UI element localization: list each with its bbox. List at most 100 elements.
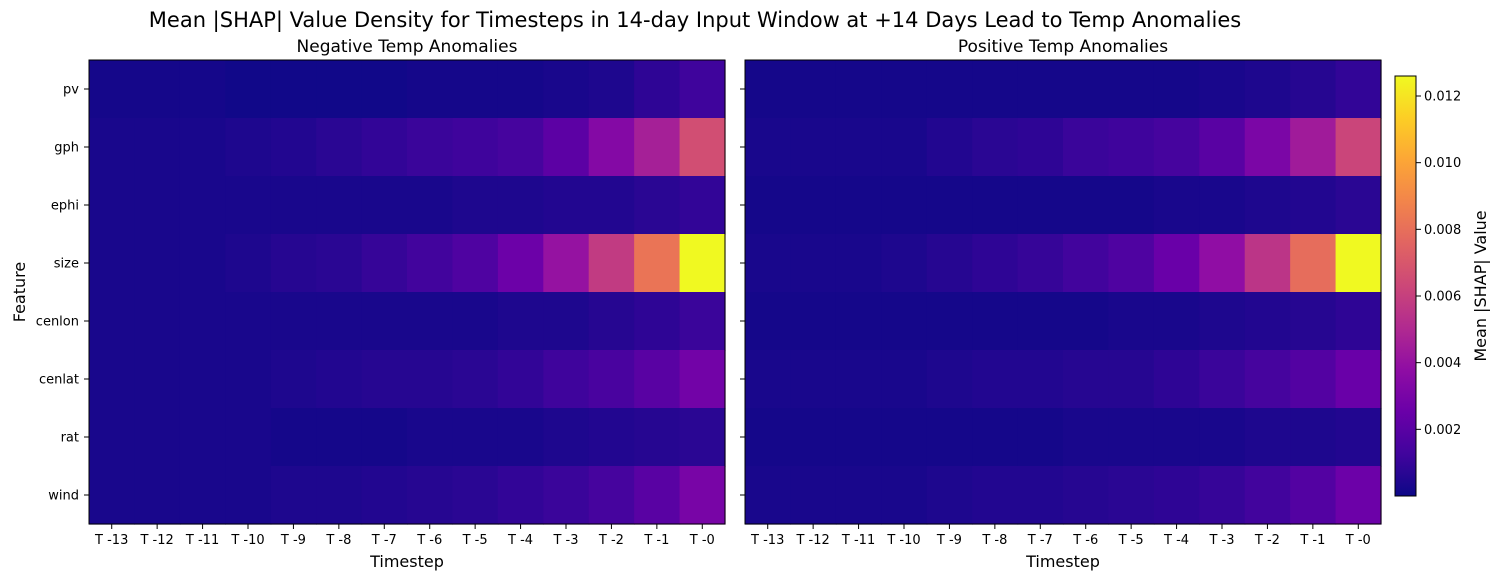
heatmap-cell	[1199, 466, 1246, 525]
heatmap-cell	[316, 118, 363, 177]
heatmap-cell	[1063, 466, 1110, 525]
y-tick-label: cenlat	[39, 373, 79, 388]
heatmap-cell	[1244, 118, 1291, 177]
heatmap-cell	[835, 408, 882, 467]
y-tick-label: size	[54, 257, 79, 272]
colorbar-tick-label: 0.012	[1424, 90, 1461, 105]
heatmap-cells	[745, 60, 1382, 525]
y-tick-label: rat	[61, 431, 79, 446]
heatmap-cell	[1290, 466, 1337, 525]
heatmap-cell	[497, 292, 544, 351]
heatmap-positive-anomalies: T -13 T -12 T -11 T -10 T -9 T -8 T -7 T -6 T -5…	[740, 37, 1382, 571]
heatmap-cell	[745, 408, 792, 467]
x-axis: T -13 T -12 T -11 T -10 T -9 T -8 T -7 T -6 T -5…	[94, 524, 715, 548]
heatmap-cell	[134, 408, 181, 467]
heatmap-cell	[634, 408, 681, 467]
heatmap-cell	[790, 292, 837, 351]
heatmap-cell	[835, 292, 882, 351]
heatmap-cell	[679, 234, 726, 293]
heatmap-cell	[316, 408, 363, 467]
heatmap-cell	[1153, 466, 1200, 525]
heatmap-cell	[89, 292, 136, 351]
heatmap-cell	[89, 176, 136, 235]
heatmap-cell	[134, 292, 181, 351]
x-axis-label: Timestep	[369, 552, 444, 571]
heatmap-cell	[588, 292, 635, 351]
heatmap-cell	[1017, 350, 1064, 409]
heatmap-cell	[361, 466, 408, 525]
heatmap-cell	[225, 176, 272, 235]
x-tick-label: T -10	[230, 533, 264, 548]
heatmap-cell	[316, 234, 363, 293]
heatmap-cell	[835, 350, 882, 409]
heatmap-cell	[225, 350, 272, 409]
heatmap-cell	[745, 234, 792, 293]
heatmap-cell	[1244, 292, 1291, 351]
heatmap-cell	[1335, 466, 1382, 525]
heatmap-cell	[361, 292, 408, 351]
heatmap-cell	[361, 408, 408, 467]
heatmap-cell	[361, 350, 408, 409]
heatmap-cell	[1017, 176, 1064, 235]
x-tick-label: T -3	[552, 533, 578, 548]
heatmap-cell	[790, 408, 837, 467]
heatmap-cells	[89, 60, 726, 525]
x-tick-label: T -9	[936, 533, 962, 548]
heatmap-cell	[745, 176, 792, 235]
heatmap-cell	[1108, 176, 1155, 235]
heatmap-cell	[452, 234, 499, 293]
heatmap-cell	[134, 176, 181, 235]
heatmap-cell	[881, 350, 928, 409]
heatmap-cell	[1017, 292, 1064, 351]
heatmap-cell	[679, 176, 726, 235]
heatmap-cell	[543, 234, 590, 293]
heatmap-cell	[1153, 292, 1200, 351]
heatmap-cell	[543, 292, 590, 351]
heatmap-cell	[89, 408, 136, 467]
heatmap-cell	[679, 118, 726, 177]
heatmap-cell	[972, 408, 1019, 467]
heatmap-cell	[1335, 234, 1382, 293]
heatmap-cell	[1108, 350, 1155, 409]
heatmap-cell	[835, 118, 882, 177]
heatmap-cell	[790, 466, 837, 525]
heatmap-cell	[497, 350, 544, 409]
heatmap-cell	[543, 60, 590, 119]
heatmap-cell	[1153, 234, 1200, 293]
heatmap-cell	[225, 234, 272, 293]
x-tick-label: T -1	[643, 533, 669, 548]
heatmap-cell	[1108, 292, 1155, 351]
heatmap-cell	[1153, 350, 1200, 409]
x-tick-label: T -5	[1118, 533, 1144, 548]
heatmap-cell	[1153, 408, 1200, 467]
colorbar-gradient	[1394, 75, 1417, 497]
heatmap-cell	[452, 292, 499, 351]
heatmap-cell	[1335, 350, 1382, 409]
heatmap-cell	[972, 466, 1019, 525]
heatmap-cell	[1017, 234, 1064, 293]
heatmap-cell	[926, 118, 973, 177]
heatmap-cell	[270, 408, 317, 467]
x-tick-label: T -7	[371, 533, 397, 548]
figure-title: Mean |SHAP| Value Density for Timesteps …	[149, 8, 1241, 33]
x-tick-label: T -6	[416, 533, 442, 548]
x-tick-label: T -8	[981, 533, 1007, 548]
heatmap-cell	[497, 176, 544, 235]
heatmap-cell	[881, 292, 928, 351]
x-axis-label: Timestep	[1025, 552, 1100, 571]
heatmap-cell	[926, 60, 973, 119]
heatmap-cell	[179, 408, 226, 467]
heatmap-cell	[790, 234, 837, 293]
heatmap-cell	[1017, 118, 1064, 177]
x-tick-label: T -11	[841, 533, 875, 548]
heatmap-cell	[452, 350, 499, 409]
colorbar-ticks: 0.002 0.004 0.006 0.008 0.010 0.012	[1416, 90, 1461, 438]
heatmap-cell	[89, 466, 136, 525]
heatmap-cell	[835, 60, 882, 119]
heatmap-cell	[972, 176, 1019, 235]
heatmap-cell	[316, 466, 363, 525]
heatmap-cell	[89, 60, 136, 119]
heatmap-cell	[543, 408, 590, 467]
heatmap-cell	[679, 60, 726, 119]
heatmap-cell	[1335, 118, 1382, 177]
